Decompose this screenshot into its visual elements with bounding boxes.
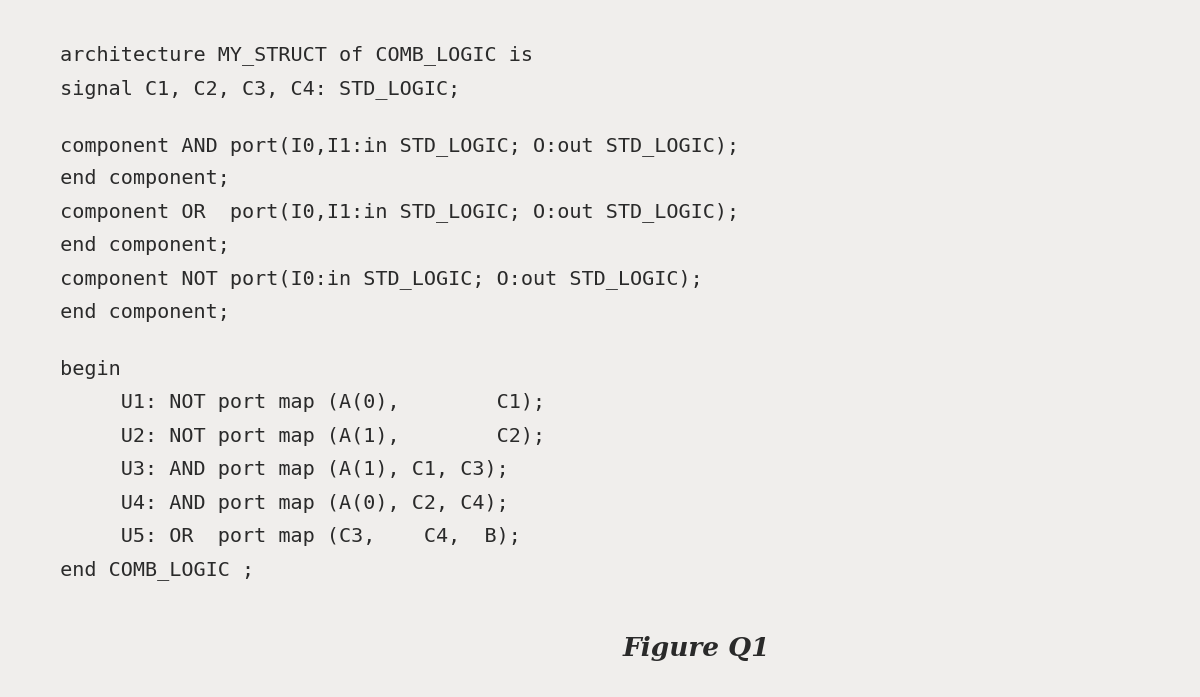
Text: end component;: end component; <box>48 236 230 255</box>
Text: component AND port(I0,I1:in STD_LOGIC; O:out STD_LOGIC);: component AND port(I0,I1:in STD_LOGIC; O… <box>48 136 739 155</box>
Text: U1: NOT port map (A(0),        C1);: U1: NOT port map (A(0), C1); <box>48 393 545 412</box>
Text: begin: begin <box>48 360 121 378</box>
Text: component OR  port(I0,I1:in STD_LOGIC; O:out STD_LOGIC);: component OR port(I0,I1:in STD_LOGIC; O:… <box>48 203 739 222</box>
Text: end component;: end component; <box>48 303 230 322</box>
Text: U4: AND port map (A(0), C2, C4);: U4: AND port map (A(0), C2, C4); <box>48 493 509 512</box>
Text: end COMB_LOGIC ;: end COMB_LOGIC ; <box>48 560 254 581</box>
Text: U2: NOT port map (A(1),        C2);: U2: NOT port map (A(1), C2); <box>48 427 545 445</box>
Text: Figure Q1: Figure Q1 <box>623 636 769 661</box>
Text: U3: AND port map (A(1), C1, C3);: U3: AND port map (A(1), C1, C3); <box>48 460 509 479</box>
Text: end component;: end component; <box>48 169 230 188</box>
Text: U5: OR  port map (C3,    C4,  B);: U5: OR port map (C3, C4, B); <box>48 527 521 546</box>
Text: architecture MY_STRUCT of COMB_LOGIC is: architecture MY_STRUCT of COMB_LOGIC is <box>48 45 533 66</box>
Text: component NOT port(I0:in STD_LOGIC; O:out STD_LOGIC);: component NOT port(I0:in STD_LOGIC; O:ou… <box>48 270 703 289</box>
Text: signal C1, C2, C3, C4: STD_LOGIC;: signal C1, C2, C3, C4: STD_LOGIC; <box>48 79 461 99</box>
